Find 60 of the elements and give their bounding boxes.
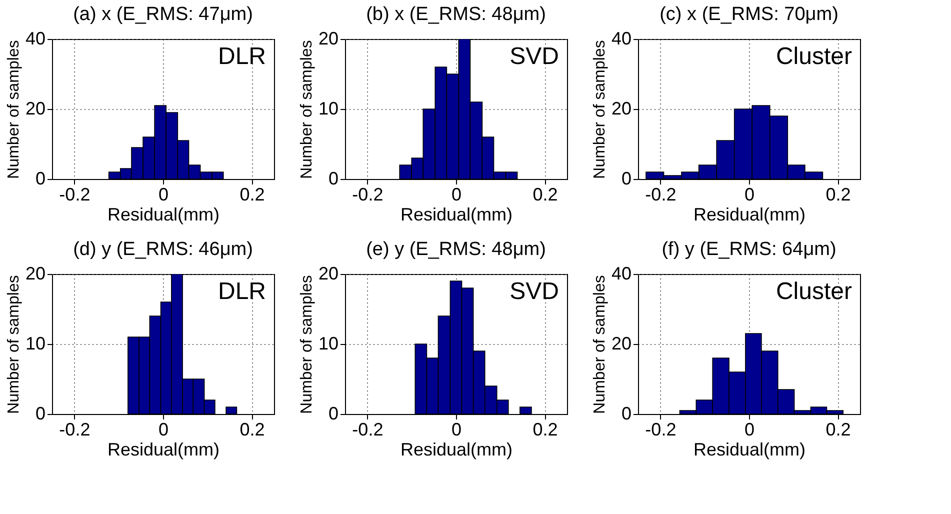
y-axis-title: Number of samples [5,40,22,179]
chart-title: (f) y (E_RMS: 64μm) [662,239,836,260]
x-tick-label: -0.2 [645,420,676,440]
annotation: DLR [218,278,266,305]
y-tick-label: 0 [35,168,46,188]
x-tick-label: 0.2 [826,184,851,204]
x-tick-label: 0 [158,184,169,204]
annotation: Cluster [776,43,852,70]
x-tick-label: -0.2 [352,184,384,204]
y-tick-label: 40 [611,28,632,48]
x-tick-label: -0.2 [59,184,90,204]
x-tick-label: 0.2 [532,184,558,204]
x-axis-title: Residual(mm) [693,440,806,460]
x-axis-title: Residual(mm) [693,204,806,224]
y-tick-label: 40 [25,28,46,48]
y-tick-label: 20 [318,28,338,48]
chart-title: (b) x (E_RMS: 48μm) [366,4,546,25]
y-tick-label: 20 [611,334,632,354]
x-tick-label: 0.2 [240,184,265,204]
x-axis-title: Residual(mm) [107,204,220,224]
annotation: DLR [218,43,266,70]
y-tick-label: 0 [35,404,46,424]
y-tick-label: 0 [621,168,632,188]
y-tick-label: 20 [25,264,46,284]
chart-title: (a) x (E_RMS: 47μm) [73,4,253,25]
y-tick-label: 40 [611,264,632,284]
x-tick-label: 0 [158,420,169,440]
y-tick-label: 20 [318,264,338,284]
y-tick-label: 10 [318,98,338,118]
y-tick-label: 20 [25,98,46,118]
x-tick-label: 0.2 [826,420,851,440]
y-axis-title: Number of samples [298,275,316,414]
y-axis-title: Number of samples [5,275,22,414]
x-tick-label: 0 [744,184,755,204]
y-axis-title: Number of samples [591,275,608,414]
y-tick-label: 10 [318,334,338,354]
annotation: SVD [510,43,559,70]
x-axis-title: Residual(mm) [400,440,513,460]
annotation: Cluster [776,278,852,305]
chart-title: (c) x (E_RMS: 70μm) [660,4,838,25]
x-axis-title: Residual(mm) [107,440,220,460]
y-tick-label: 0 [328,168,338,188]
x-tick-label: 0 [451,420,462,440]
x-tick-label: 0.2 [240,420,265,440]
x-axis-title: Residual(mm) [400,204,513,224]
y-axis-title: Number of samples [298,40,316,179]
y-tick-label: 20 [611,98,632,118]
y-tick-label: 0 [328,404,338,424]
chart-title: (e) y (E_RMS: 48μm) [366,239,546,260]
annotation: SVD [510,278,559,305]
x-tick-label: -0.2 [352,420,384,440]
x-tick-label: -0.2 [59,420,90,440]
x-tick-label: 0 [744,420,755,440]
y-axis-title: Number of samples [591,40,608,179]
y-tick-label: 0 [621,404,632,424]
x-tick-label: 0.2 [532,420,558,440]
y-tick-label: 10 [25,334,46,354]
x-tick-label: -0.2 [645,184,676,204]
x-tick-label: 0 [451,184,462,204]
chart-title: (d) y (E_RMS: 46μm) [73,239,253,260]
